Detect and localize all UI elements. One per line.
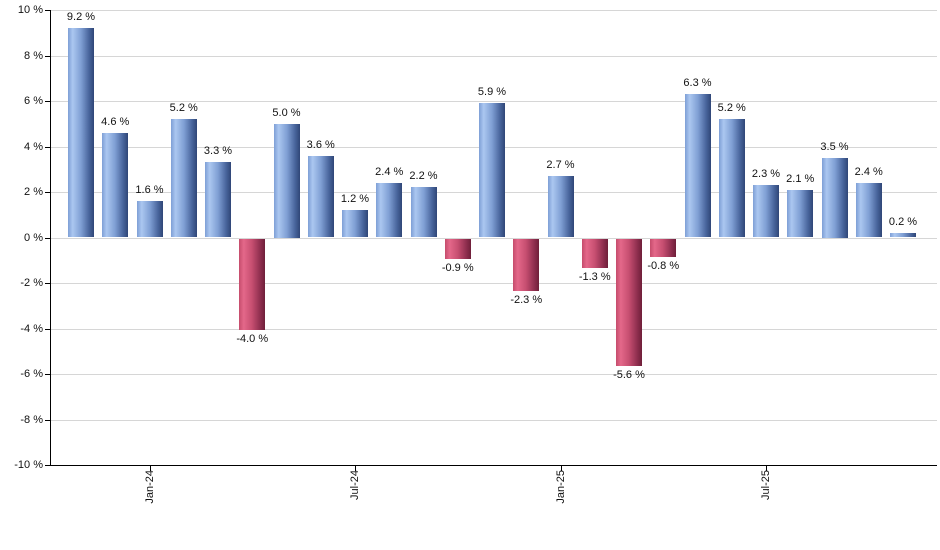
y-axis-tick [45, 55, 50, 57]
y-axis-tick [45, 101, 50, 102]
y-axis-tick [45, 10, 50, 11]
y-axis-tick-label: 2 % [24, 186, 43, 198]
y-axis-tick [45, 146, 50, 148]
x-axis-tick-label: Jul-24 [349, 470, 361, 500]
bar-value-label: 5.9 % [477, 86, 507, 99]
bar-value-label: 4.6 % [101, 115, 130, 128]
gridline [50, 10, 937, 11]
y-axis-tick [45, 419, 50, 421]
bar-value-label: 5.0 % [272, 106, 301, 119]
bar-positive [479, 103, 505, 238]
bar-value-label: 1.6 % [135, 184, 164, 197]
y-axis-tick-label: 10 % [17, 4, 43, 16]
gridline [50, 55, 937, 57]
y-axis-tick-label: -10 % [14, 459, 43, 471]
bar-positive [273, 123, 300, 238]
gridline [50, 328, 937, 330]
bar-value-label: 2.4 % [854, 165, 883, 178]
bar-negative [581, 238, 608, 269]
bar-positive [547, 176, 574, 238]
bar-value-label: -0.9 % [441, 261, 474, 274]
bar-positive [821, 157, 848, 238]
bar-value-label: 3.3 % [203, 145, 233, 158]
x-axis-tick [766, 466, 767, 471]
bar-value-label: 6.3 % [683, 77, 712, 90]
bar-value-label: 2.1 % [786, 172, 815, 185]
bar-positive [855, 182, 882, 238]
bar-positive [753, 185, 779, 238]
bar-negative [239, 238, 266, 330]
y-axis-tick-label: -8 % [20, 413, 43, 426]
bar-positive [170, 119, 197, 238]
x-axis-tick-label: Jan-25 [554, 470, 567, 504]
gridline [50, 419, 937, 421]
x-axis-tick [149, 466, 151, 471]
bar-positive [718, 119, 745, 238]
y-axis-tick-label: -2 % [20, 277, 43, 289]
y-axis-tick-label: -4 % [20, 322, 43, 335]
bar-negative [513, 238, 540, 291]
bar-value-label: 2.7 % [546, 159, 575, 172]
bar-positive [684, 94, 711, 238]
bar-value-label: -5.6 % [613, 368, 645, 381]
bar-value-label: -4.0 % [236, 332, 269, 345]
bar-positive [102, 132, 129, 238]
y-axis-tick [45, 283, 50, 284]
bar-value-label: 5.2 % [169, 102, 198, 115]
bar-positive [410, 187, 437, 238]
bar-value-label: 2.2 % [409, 170, 438, 183]
y-axis-line [50, 10, 51, 465]
bar-value-label: -1.3 % [578, 271, 611, 284]
bar-value-label: 3.6 % [306, 138, 335, 151]
x-axis-tick-label: Jul-25 [760, 470, 772, 500]
gridline [50, 237, 937, 239]
bar-positive [342, 210, 368, 238]
bar-value-label: 9.2 % [66, 11, 96, 24]
y-axis-tick-label: -6 % [20, 368, 43, 380]
bar-negative [444, 238, 471, 259]
bar-positive [136, 201, 163, 238]
x-axis-tick-label: Jan-24 [143, 470, 156, 504]
y-axis-tick-label: 4 % [24, 140, 43, 153]
bar-value-label: -2.3 % [510, 293, 543, 306]
bar-positive [890, 232, 916, 238]
bar-positive [787, 189, 814, 238]
bar-negative [650, 238, 677, 257]
gridline [50, 283, 937, 284]
bar-value-label: 5.2 % [717, 102, 746, 115]
bar-positive [307, 155, 334, 238]
bar-value-label: 3.5 % [820, 140, 849, 153]
gridline [50, 374, 937, 375]
x-axis-line [50, 465, 937, 466]
bar-value-label: 0.2 % [888, 215, 918, 228]
bar-value-label: -0.8 % [647, 259, 680, 272]
bar-value-label: 1.2 % [340, 193, 370, 206]
y-axis-tick [45, 465, 50, 466]
bar-positive [205, 162, 231, 238]
y-axis-tick-label: 0 % [24, 231, 43, 244]
bar-positive [68, 28, 94, 238]
y-axis-tick-label: 8 % [24, 49, 43, 62]
x-axis-tick [355, 466, 356, 471]
bar-negative [616, 238, 642, 366]
bar-value-label: 2.4 % [375, 165, 404, 178]
y-axis-tick [45, 192, 50, 193]
bar-value-label: 2.3 % [751, 168, 781, 181]
x-axis-tick [560, 466, 562, 471]
bar-positive [376, 182, 403, 238]
y-axis-tick [45, 374, 50, 375]
gridline [50, 101, 937, 102]
y-axis-tick-label: 6 % [24, 95, 43, 107]
y-axis-tick [45, 328, 50, 330]
y-axis-tick [45, 237, 50, 239]
